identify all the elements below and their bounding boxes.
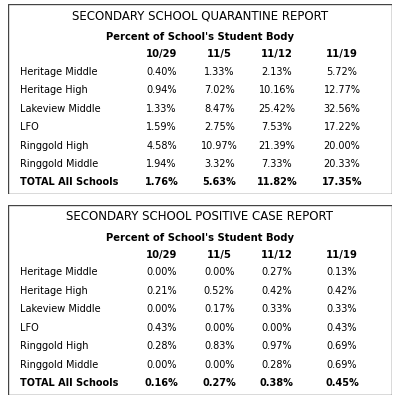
Text: 8.47%: 8.47%: [204, 103, 234, 113]
Text: Heritage Middle: Heritage Middle: [20, 267, 97, 277]
Text: 0.17%: 0.17%: [204, 304, 234, 314]
Text: SECONDARY SCHOOL QUARANTINE REPORT: SECONDARY SCHOOL QUARANTINE REPORT: [72, 10, 328, 23]
Text: 11.82%: 11.82%: [256, 178, 297, 188]
Text: Ringgold High: Ringgold High: [20, 140, 88, 150]
Text: 11/19: 11/19: [326, 250, 358, 260]
Text: 0.69%: 0.69%: [327, 341, 357, 351]
Text: 10/29: 10/29: [146, 49, 177, 59]
Text: 2.13%: 2.13%: [262, 67, 292, 77]
Text: 0.33%: 0.33%: [262, 304, 292, 314]
Text: 0.40%: 0.40%: [146, 67, 177, 77]
Text: 0.00%: 0.00%: [146, 304, 177, 314]
Text: 0.94%: 0.94%: [146, 85, 177, 95]
Text: 3.32%: 3.32%: [204, 159, 234, 169]
Text: 7.53%: 7.53%: [262, 122, 292, 132]
Text: 5.72%: 5.72%: [327, 67, 358, 77]
Text: 0.00%: 0.00%: [204, 360, 234, 369]
Text: 4.58%: 4.58%: [146, 140, 177, 150]
FancyBboxPatch shape: [8, 205, 392, 395]
Text: Lakeview Middle: Lakeview Middle: [20, 304, 100, 314]
Text: 20.00%: 20.00%: [324, 140, 360, 150]
Text: 0.83%: 0.83%: [204, 341, 234, 351]
Text: Lakeview Middle: Lakeview Middle: [20, 103, 100, 113]
Text: 21.39%: 21.39%: [258, 140, 295, 150]
Text: 11/19: 11/19: [326, 49, 358, 59]
Text: 0.97%: 0.97%: [262, 341, 292, 351]
Text: TOTAL All Schools: TOTAL All Schools: [20, 178, 118, 188]
Text: 32.56%: 32.56%: [324, 103, 360, 113]
Text: Heritage High: Heritage High: [20, 286, 87, 296]
Text: 1.33%: 1.33%: [146, 103, 177, 113]
Text: 0.13%: 0.13%: [327, 267, 357, 277]
Text: 11/12: 11/12: [261, 49, 293, 59]
Text: 20.33%: 20.33%: [324, 159, 360, 169]
Text: 0.43%: 0.43%: [327, 322, 357, 332]
Text: 0.45%: 0.45%: [325, 378, 359, 388]
Text: 0.52%: 0.52%: [204, 286, 234, 296]
Text: 17.35%: 17.35%: [322, 178, 362, 188]
Text: 1.94%: 1.94%: [146, 159, 177, 169]
Text: 10.97%: 10.97%: [201, 140, 238, 150]
Text: 11/5: 11/5: [207, 49, 232, 59]
Text: 0.38%: 0.38%: [260, 378, 294, 388]
Text: LFO: LFO: [20, 122, 38, 132]
Text: Heritage Middle: Heritage Middle: [20, 67, 97, 77]
Text: 0.42%: 0.42%: [327, 286, 357, 296]
Text: 1.33%: 1.33%: [204, 67, 234, 77]
Text: Percent of School's Student Body: Percent of School's Student Body: [106, 32, 294, 43]
Text: Ringgold Middle: Ringgold Middle: [20, 159, 98, 169]
Text: Ringgold High: Ringgold High: [20, 341, 88, 351]
Text: 0.00%: 0.00%: [204, 267, 234, 277]
Text: 0.16%: 0.16%: [145, 378, 178, 388]
Text: 2.75%: 2.75%: [204, 122, 235, 132]
Text: 0.43%: 0.43%: [146, 322, 177, 332]
Text: 0.69%: 0.69%: [327, 360, 357, 369]
Text: 12.77%: 12.77%: [324, 85, 360, 95]
Text: 0.33%: 0.33%: [327, 304, 357, 314]
Text: Heritage High: Heritage High: [20, 85, 87, 95]
Text: 0.00%: 0.00%: [146, 360, 177, 369]
Text: SECONDARY SCHOOL POSITIVE CASE REPORT: SECONDARY SCHOOL POSITIVE CASE REPORT: [66, 211, 334, 223]
Text: 5.63%: 5.63%: [202, 178, 236, 188]
Text: LFO: LFO: [20, 322, 38, 332]
Text: 0.00%: 0.00%: [262, 322, 292, 332]
Text: 11/5: 11/5: [207, 250, 232, 260]
Text: 0.27%: 0.27%: [262, 267, 292, 277]
Text: 0.28%: 0.28%: [146, 341, 177, 351]
Text: 0.21%: 0.21%: [146, 286, 177, 296]
Text: 1.76%: 1.76%: [145, 178, 178, 188]
Text: 0.28%: 0.28%: [262, 360, 292, 369]
Text: 0.27%: 0.27%: [202, 378, 236, 388]
Text: 0.42%: 0.42%: [262, 286, 292, 296]
Text: 0.00%: 0.00%: [204, 322, 234, 332]
Text: 1.59%: 1.59%: [146, 122, 177, 132]
Text: TOTAL All Schools: TOTAL All Schools: [20, 378, 118, 388]
Text: 11/12: 11/12: [261, 250, 293, 260]
Text: 7.02%: 7.02%: [204, 85, 234, 95]
FancyBboxPatch shape: [8, 4, 392, 194]
Text: Ringgold Middle: Ringgold Middle: [20, 360, 98, 369]
Text: 10.16%: 10.16%: [258, 85, 295, 95]
Text: 17.22%: 17.22%: [324, 122, 360, 132]
Text: 7.33%: 7.33%: [262, 159, 292, 169]
Text: Percent of School's Student Body: Percent of School's Student Body: [106, 233, 294, 243]
Text: 0.00%: 0.00%: [146, 267, 177, 277]
Text: 25.42%: 25.42%: [258, 103, 295, 113]
Text: 10/29: 10/29: [146, 250, 177, 260]
